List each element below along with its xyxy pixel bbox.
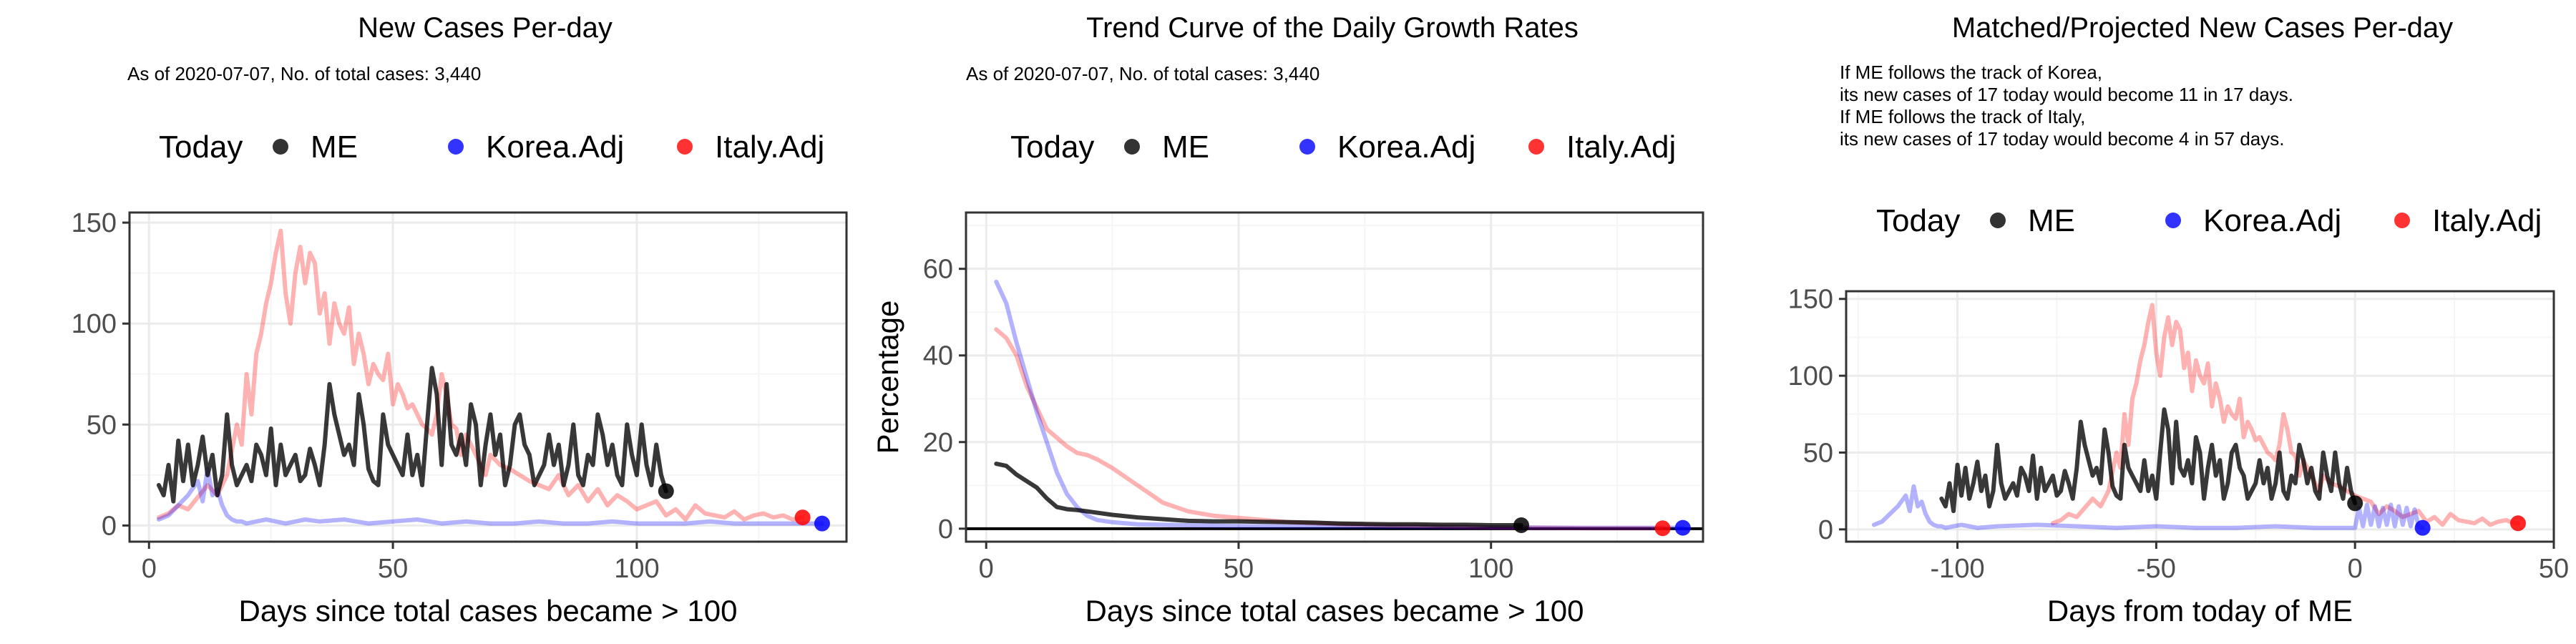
plot-border [128, 211, 848, 543]
legend-title: Today [159, 130, 243, 165]
y-tick-label: 50 [1803, 438, 1833, 468]
legend-label-italy-adj: Italy.Adj [715, 130, 824, 165]
chart-panel-new-cases: New Cases Per-day As of 2020-07-07, No. o… [72, 12, 848, 628]
legend-marker-italy-adj [677, 139, 693, 155]
series-line-korea-adj [994, 279, 1685, 530]
plot-border [1845, 290, 2555, 543]
y-tick-label: 0 [938, 514, 953, 545]
today-point-korea-adj [1674, 519, 1691, 536]
series-line-korea-adj [156, 467, 824, 526]
x-tick-label: 0 [142, 554, 157, 584]
legend-marker-italy-adj [1528, 139, 1544, 155]
x-tick-label: -100 [1931, 554, 1985, 584]
chart-title: Matched/Projected New Cases Per-day [1952, 12, 2453, 44]
legend-marker-korea-adj [1299, 139, 1315, 155]
series-line-italy-adj [156, 228, 805, 522]
today-point-me [1513, 517, 1530, 533]
plot-area [966, 213, 1703, 542]
legend-label-italy-adj: Italy.Adj [1566, 130, 1676, 165]
x-tick-label: -50 [2137, 554, 2176, 584]
legend: Today ME Korea.Adj Italy.Adj [1010, 130, 1676, 165]
chart-subtitle-line: its new cases of 17 today would become 4… [1840, 128, 2284, 150]
y-tick-label: 0 [102, 511, 117, 541]
legend-marker-me [1124, 139, 1140, 155]
legend-label-me: ME [311, 130, 358, 165]
legend-label-korea-adj: Korea.Adj [486, 130, 624, 165]
y-tick-label: 100 [1788, 361, 1833, 391]
y-tick-label: 100 [72, 309, 117, 339]
chart-subtitle-line: If ME follows the track of Korea, [1840, 62, 2102, 83]
today-point-italy-adj [1654, 520, 1671, 537]
legend-title: Today [1010, 130, 1094, 165]
series-line-me [156, 366, 668, 504]
plot-border [965, 211, 1704, 543]
series-line-italy-adj [2050, 303, 2520, 527]
x-tick-label: 50 [2539, 554, 2569, 584]
legend-label-italy-adj: Italy.Adj [2432, 203, 2542, 238]
chart-subtitle-line: As of 2020-07-07, No. of total cases: 3,… [966, 63, 1319, 84]
chart-title: New Cases Per-day [358, 12, 613, 44]
today-point-korea-adj [2414, 519, 2431, 536]
plot-area [1846, 291, 2554, 542]
legend-marker-korea-adj [2165, 213, 2181, 228]
y-tick-label: 40 [923, 341, 953, 371]
x-axis-label: Days from today of ME [2047, 594, 2353, 628]
legend-marker-me [273, 139, 288, 155]
today-point-me [658, 483, 674, 499]
legend: Today ME Korea.Adj Italy.Adj [159, 130, 824, 165]
today-point-korea-adj [814, 515, 830, 532]
legend: Today ME Korea.Adj Italy.Adj [1876, 203, 2542, 238]
chart-subtitle-line: As of 2020-07-07, No. of total cases: 3,… [127, 63, 481, 84]
legend-label-korea-adj: Korea.Adj [2203, 203, 2341, 238]
legend-marker-korea-adj [448, 139, 464, 155]
chart-title: Trend Curve of the Daily Growth Rates [1086, 12, 1579, 44]
x-axis-label: Days since total cases became > 100 [1085, 594, 1584, 628]
x-tick-label: 50 [378, 554, 408, 584]
legend-label-korea-adj: Korea.Adj [1337, 130, 1475, 165]
today-point-me [2347, 495, 2363, 512]
y-tick-label: 60 [923, 255, 953, 285]
x-tick-label: 50 [1224, 554, 1254, 584]
chart-subtitle-line: its new cases of 17 today would become 1… [1840, 84, 2293, 105]
legend-marker-me [1990, 213, 2006, 228]
series-line-korea-adj [1871, 484, 2425, 530]
x-tick-label: 0 [979, 554, 994, 584]
y-axis-label: Percentage [871, 301, 904, 454]
plot-area [130, 213, 847, 542]
y-tick-label: 150 [72, 208, 117, 238]
legend-label-me: ME [2028, 203, 2075, 238]
y-tick-label: 0 [1818, 515, 1833, 545]
x-tick-label: 100 [614, 554, 659, 584]
x-tick-label: 100 [1468, 554, 1513, 584]
series-line-me [994, 462, 1523, 527]
chart-panel-growth-rates: Trend Curve of the Daily Growth Rates As … [871, 12, 1704, 628]
legend-marker-italy-adj [2394, 213, 2410, 228]
legend-title: Today [1876, 203, 1960, 238]
today-point-italy-adj [794, 509, 811, 526]
chart-panel-projected-cases: Matched/Projected New Cases Per-day If ME… [1788, 12, 2570, 628]
x-tick-label: 0 [2348, 554, 2363, 584]
y-tick-label: 150 [1788, 285, 1833, 315]
legend-label-me: ME [1162, 130, 1209, 165]
today-point-italy-adj [2509, 515, 2526, 532]
y-tick-label: 50 [87, 410, 117, 440]
chart-subtitle-line: If ME follows the track of Italy, [1840, 106, 2085, 127]
y-tick-label: 20 [923, 428, 953, 458]
x-axis-label: Days since total cases became > 100 [239, 594, 738, 628]
series-line-me [1939, 407, 2358, 514]
